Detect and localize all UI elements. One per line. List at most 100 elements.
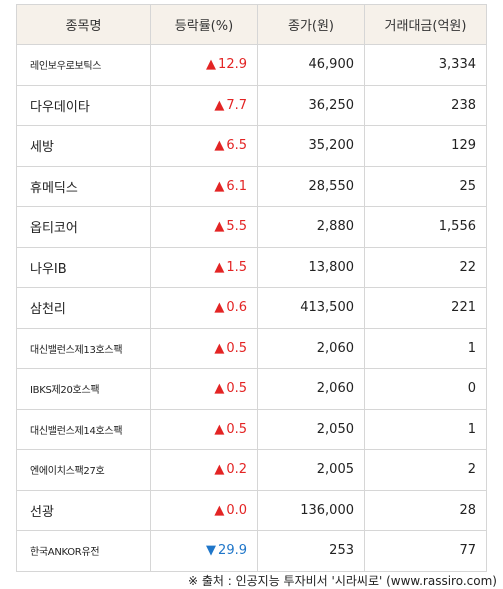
stock-name: IBKS제20호스팩 — [16, 368, 151, 410]
close-price: 136,000 — [257, 489, 365, 531]
change-rate-cell: ▲ 1.5 — [150, 246, 258, 288]
stock-name: 선광 — [16, 489, 151, 531]
close-price: 36,250 — [257, 84, 365, 126]
change-rate-value: 6.5 — [226, 138, 247, 154]
trade-amount: 221 — [364, 287, 487, 329]
stock-name: 나우IB — [16, 246, 151, 288]
change-rate-cell: ▲ 12.9 — [150, 44, 258, 86]
close-price: 13,800 — [257, 246, 365, 288]
change-rate-cell: ▲ 6.5 — [150, 125, 258, 167]
down-triangle-icon: ▼ — [206, 543, 217, 559]
change-rate-value: 0.5 — [226, 340, 247, 356]
close-price: 2,060 — [257, 327, 365, 369]
table-row: 휴메딕스 ▲ 6.1 28,550 25 — [16, 165, 487, 207]
up-triangle-icon: ▲ — [214, 340, 225, 356]
up-triangle-icon: ▲ — [214, 259, 225, 275]
change-rate-cell: ▼ 29.9 — [150, 530, 258, 572]
stock-name: 대신밸런스제14호스팩 — [16, 408, 151, 450]
up-triangle-icon: ▲ — [214, 502, 225, 518]
change-rate-cell: ▲ 0.5 — [150, 408, 258, 450]
stock-name: 대신밸런스제13호스팩 — [16, 327, 151, 369]
up-triangle-icon: ▲ — [214, 178, 225, 194]
table-row: 삼천리 ▲ 0.6 413,500 221 — [16, 287, 487, 329]
close-price: 28,550 — [257, 165, 365, 207]
up-triangle-icon: ▲ — [214, 421, 225, 437]
trade-amount: 28 — [364, 489, 487, 531]
change-rate-value: 29.9 — [218, 543, 247, 559]
up-triangle-icon: ▲ — [214, 138, 225, 154]
header-trade-amount: 거래대금(억원) — [364, 4, 487, 45]
trade-amount: 0 — [364, 368, 487, 410]
trade-amount: 1 — [364, 327, 487, 369]
trade-amount: 238 — [364, 84, 487, 126]
change-rate-value: 0.6 — [226, 300, 247, 316]
header-change-rate: 등락률(%) — [150, 4, 258, 45]
table-row: 다우데이타 ▲ 7.7 36,250 238 — [16, 84, 487, 126]
trade-amount: 3,334 — [364, 44, 487, 86]
close-price: 253 — [257, 530, 365, 572]
stock-name: 삼천리 — [16, 287, 151, 329]
trade-amount: 1,556 — [364, 206, 487, 248]
stock-name: 휴메딕스 — [16, 165, 151, 207]
stock-table: 종목명 등락률(%) 종가(원) 거래대금(억원) 레인보우로보틱스 ▲ 12.9 4… — [16, 4, 487, 572]
stock-name: 세방 — [16, 125, 151, 167]
source-note: ※ 출처 : 인공지능 투자비서 '시라씨로' (www.rassiro.com… — [187, 574, 497, 588]
close-price: 2,880 — [257, 206, 365, 248]
change-rate-cell: ▲ 0.2 — [150, 449, 258, 491]
close-price: 2,060 — [257, 368, 365, 410]
change-rate-value: 1.5 — [226, 259, 247, 275]
stock-name: 엔에이치스팩27호 — [16, 449, 151, 491]
table-row: 나우IB ▲ 1.5 13,800 22 — [16, 246, 487, 288]
header-close-price: 종가(원) — [257, 4, 365, 45]
stock-name: 한국ANKOR유전 — [16, 530, 151, 572]
table-row: 대신밸런스제14호스팩 ▲ 0.5 2,050 1 — [16, 408, 487, 450]
table-row: 한국ANKOR유전 ▼ 29.9 253 77 — [16, 530, 487, 572]
header-row: 종목명 등락률(%) 종가(원) 거래대금(억원) — [16, 4, 487, 45]
change-rate-value: 5.5 — [226, 219, 247, 235]
trade-amount: 2 — [364, 449, 487, 491]
header-stock-name: 종목명 — [16, 4, 151, 45]
table-row: 레인보우로보틱스 ▲ 12.9 46,900 3,334 — [16, 44, 487, 86]
trade-amount: 22 — [364, 246, 487, 288]
up-triangle-icon: ▲ — [214, 219, 225, 235]
trade-amount: 25 — [364, 165, 487, 207]
change-rate-cell: ▲ 6.1 — [150, 165, 258, 207]
table-body: 레인보우로보틱스 ▲ 12.9 46,900 3,334 다우데이타 ▲ 7.7 36,250 2… — [16, 44, 487, 572]
change-rate-value: 0.2 — [226, 462, 247, 478]
change-rate-cell: ▲ 0.6 — [150, 287, 258, 329]
table-row: 선광 ▲ 0.0 136,000 28 — [16, 489, 487, 531]
close-price: 35,200 — [257, 125, 365, 167]
change-rate-value: 12.9 — [218, 57, 247, 73]
stock-name: 다우데이타 — [16, 84, 151, 126]
change-rate-cell: ▲ 0.5 — [150, 327, 258, 369]
change-rate-cell: ▲ 0.0 — [150, 489, 258, 531]
table-row: IBKS제20호스팩 ▲ 0.5 2,060 0 — [16, 368, 487, 410]
change-rate-cell: ▲ 0.5 — [150, 368, 258, 410]
close-price: 413,500 — [257, 287, 365, 329]
stock-name: 옵티코어 — [16, 206, 151, 248]
table-row: 옵티코어 ▲ 5.5 2,880 1,556 — [16, 206, 487, 248]
trade-amount: 129 — [364, 125, 487, 167]
stock-name: 레인보우로보틱스 — [16, 44, 151, 86]
table-row: 대신밸런스제13호스팩 ▲ 0.5 2,060 1 — [16, 327, 487, 369]
close-price: 2,005 — [257, 449, 365, 491]
change-rate-cell: ▲ 5.5 — [150, 206, 258, 248]
change-rate-value: 0.5 — [226, 381, 247, 397]
change-rate-value: 0.0 — [226, 502, 247, 518]
close-price: 2,050 — [257, 408, 365, 450]
up-triangle-icon: ▲ — [206, 57, 217, 73]
change-rate-value: 0.5 — [226, 421, 247, 437]
trade-amount: 77 — [364, 530, 487, 572]
change-rate-value: 6.1 — [226, 178, 247, 194]
trade-amount: 1 — [364, 408, 487, 450]
change-rate-value: 7.7 — [226, 97, 247, 113]
up-triangle-icon: ▲ — [214, 381, 225, 397]
table-row: 세방 ▲ 6.5 35,200 129 — [16, 125, 487, 167]
change-rate-cell: ▲ 7.7 — [150, 84, 258, 126]
up-triangle-icon: ▲ — [214, 462, 225, 478]
table-header: 종목명 등락률(%) 종가(원) 거래대금(억원) — [16, 4, 487, 45]
up-triangle-icon: ▲ — [214, 97, 225, 113]
close-price: 46,900 — [257, 44, 365, 86]
table-row: 엔에이치스팩27호 ▲ 0.2 2,005 2 — [16, 449, 487, 491]
up-triangle-icon: ▲ — [214, 300, 225, 316]
